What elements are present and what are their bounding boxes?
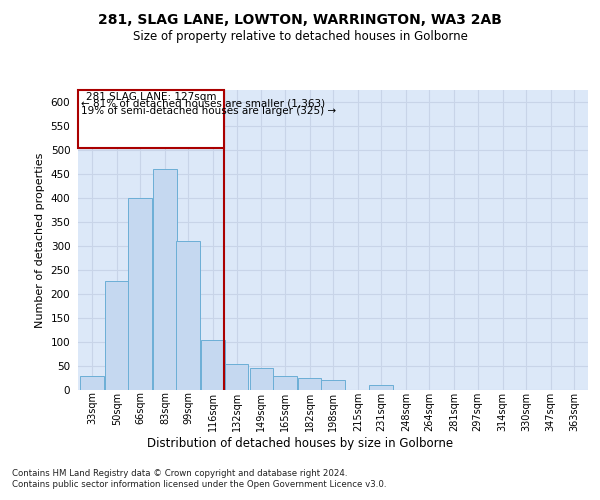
- Y-axis label: Number of detached properties: Number of detached properties: [35, 152, 45, 328]
- Bar: [153, 169, 177, 390]
- Bar: [298, 378, 322, 390]
- Bar: [273, 376, 296, 390]
- Text: 281 SLAG LANE: 127sqm: 281 SLAG LANE: 127sqm: [86, 92, 217, 102]
- Bar: [80, 376, 104, 390]
- Text: Distribution of detached houses by size in Golborne: Distribution of detached houses by size …: [147, 438, 453, 450]
- Bar: [321, 380, 345, 390]
- Text: Contains public sector information licensed under the Open Government Licence v3: Contains public sector information licen…: [12, 480, 386, 489]
- Text: Size of property relative to detached houses in Golborne: Size of property relative to detached ho…: [133, 30, 467, 43]
- Bar: [128, 198, 152, 390]
- Bar: [225, 364, 248, 390]
- Text: 281, SLAG LANE, LOWTON, WARRINGTON, WA3 2AB: 281, SLAG LANE, LOWTON, WARRINGTON, WA3 …: [98, 12, 502, 26]
- Bar: [202, 340, 225, 390]
- FancyBboxPatch shape: [78, 90, 224, 148]
- Bar: [105, 280, 128, 390]
- Text: Contains HM Land Registry data © Crown copyright and database right 2024.: Contains HM Land Registry data © Crown c…: [12, 469, 347, 478]
- Bar: [250, 368, 273, 390]
- Bar: [370, 385, 393, 390]
- Text: 19% of semi-detached houses are larger (325) →: 19% of semi-detached houses are larger (…: [81, 106, 336, 116]
- Text: ← 81% of detached houses are smaller (1,363): ← 81% of detached houses are smaller (1,…: [81, 98, 325, 108]
- Bar: [176, 241, 200, 390]
